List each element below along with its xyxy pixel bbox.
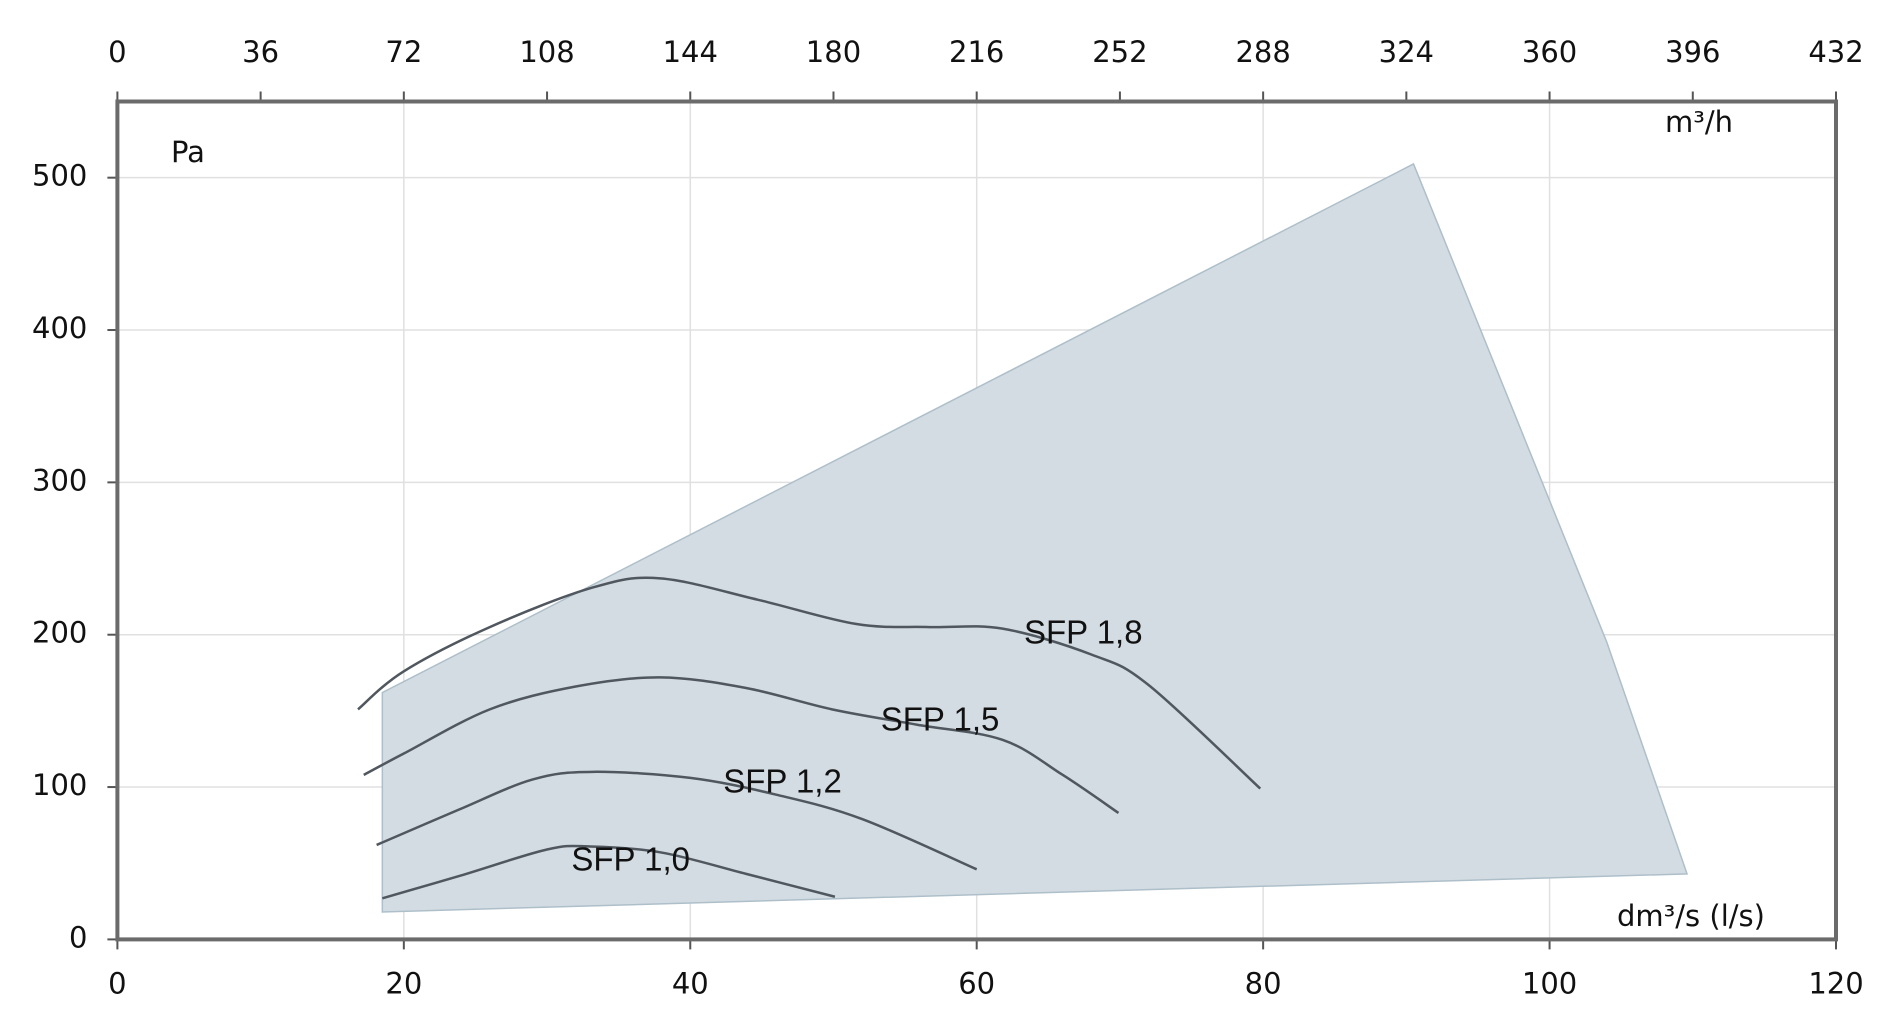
x2-tick-label: 288: [1235, 35, 1290, 69]
curve-label: SFP 1,2: [723, 763, 842, 800]
x2-tick-label: 72: [385, 35, 422, 69]
sfp-curve: [363, 676, 1120, 814]
x2-tick-label: 144: [663, 35, 718, 69]
x-tick-label: 120: [1808, 966, 1863, 1000]
operating-envelope: [381, 162, 1689, 913]
curve-label: SFP 1,8: [1024, 613, 1143, 650]
x2-tick-label: 0: [108, 35, 126, 69]
sfp-curve: [382, 844, 836, 900]
x2-tick-label: 252: [1092, 35, 1147, 69]
y-tick-label: 100: [32, 768, 87, 802]
x2-tick-label: 180: [806, 35, 861, 69]
plot: 0 100 200 300 400 500 0 20 40 60 80 100 120 0 36 72 108 1…: [32, 35, 1864, 1000]
sfp-curve: [376, 770, 978, 871]
y-tick-label: 400: [32, 311, 87, 345]
y-tick-label: 0: [69, 920, 87, 954]
x2-tick-label: 432: [1808, 35, 1863, 69]
plot-frame: [115, 99, 1838, 942]
curve-label: SFP 1,0: [571, 840, 690, 877]
x2-tick-label: 396: [1665, 35, 1720, 69]
y-tick-label: 200: [32, 616, 87, 650]
x2-tick-label: 36: [242, 35, 279, 69]
x-tick-label: 80: [1245, 966, 1282, 1000]
x2-axis-label: m³/h: [1665, 105, 1733, 139]
x-tick-label: 100: [1522, 966, 1577, 1000]
x-tick-label: 0: [108, 966, 126, 1000]
y-tick-label: 300: [32, 463, 87, 497]
y-axis-label: Pa: [171, 135, 205, 169]
x-tick-label: 60: [958, 966, 995, 1000]
x-axis-label: dm³/s (l/s): [1617, 899, 1765, 933]
x-tick-label: 40: [672, 966, 709, 1000]
x2-tick-label: 216: [949, 35, 1004, 69]
curve-label: SFP 1,5: [881, 700, 1000, 737]
x-tick-label: 20: [385, 966, 422, 1000]
x2-tick-label: 108: [519, 35, 574, 69]
x2-tick-label: 324: [1379, 35, 1434, 69]
x2-tick-label: 360: [1522, 35, 1577, 69]
sfp-curve: [357, 576, 1262, 790]
y-tick-label: 500: [32, 159, 87, 193]
